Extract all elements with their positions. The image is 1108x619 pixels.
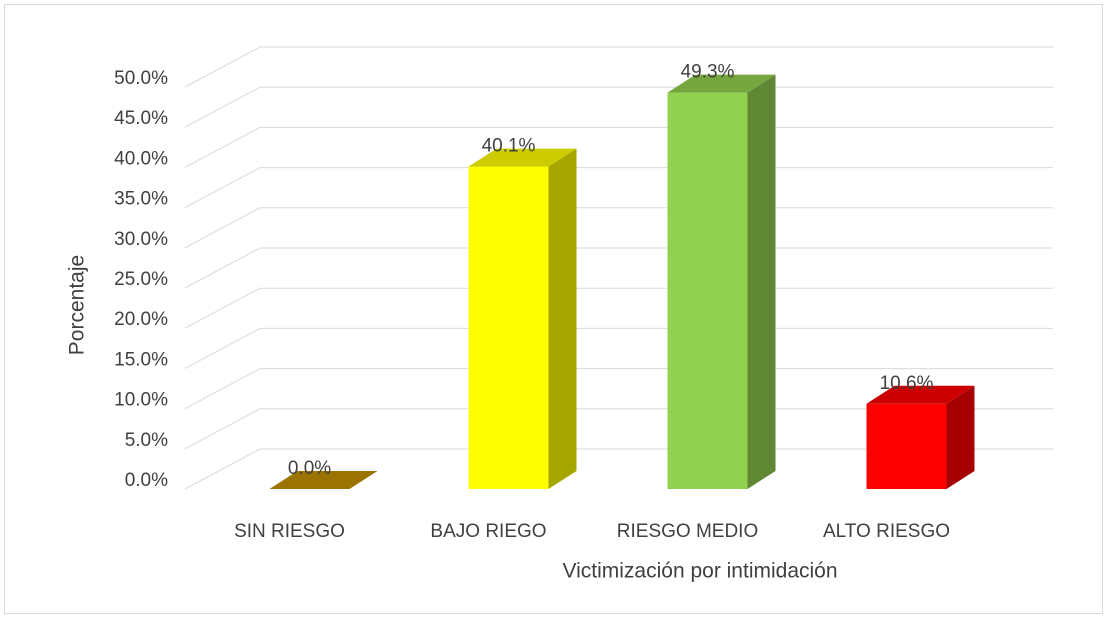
y-tick-label: 45.0%	[114, 108, 168, 129]
x-tick-label: BAJO RIEGO	[430, 521, 546, 542]
grid-line	[184, 327, 1053, 369]
bar	[667, 92, 748, 490]
y-tick-label: 0.0%	[125, 470, 168, 491]
y-axis-title: Porcentaje	[66, 255, 89, 355]
bar-top	[866, 385, 975, 404]
grid-line	[184, 167, 1053, 209]
grid-line	[184, 86, 1053, 128]
grid-line	[184, 408, 1053, 450]
x-tick-label: ALTO RIESGO	[823, 521, 950, 542]
grid-line	[184, 207, 1053, 249]
data-label: 40.1%	[482, 136, 536, 157]
grid-line	[184, 46, 1053, 88]
y-tick-label: 40.0%	[114, 148, 168, 169]
bar-top	[468, 148, 577, 167]
grid-line	[184, 448, 1053, 490]
grid-line	[184, 368, 1053, 410]
grid-line	[184, 247, 1053, 289]
y-tick-label: 50.0%	[114, 68, 168, 89]
x-tick-label: SIN RIESGO	[234, 521, 345, 542]
y-tick-label: 5.0%	[125, 430, 168, 451]
bar-side	[548, 148, 577, 489]
data-label: 0.0%	[288, 458, 331, 479]
y-tick-label: 35.0%	[114, 189, 168, 210]
y-tick-label: 10.0%	[114, 390, 168, 411]
y-tick-label: 20.0%	[114, 309, 168, 330]
grid-line	[184, 287, 1053, 329]
grid-line	[184, 126, 1053, 168]
y-tick-label: 15.0%	[114, 349, 168, 370]
data-label: 49.3%	[681, 62, 735, 83]
bar-side	[946, 385, 975, 489]
y-tick-label: 30.0%	[114, 229, 168, 250]
x-axis-title: Victimización por intimidación	[562, 560, 837, 583]
bar-top	[269, 471, 378, 489]
data-label: 10.6%	[880, 373, 934, 394]
x-tick-label: RIESGO MEDIO	[617, 521, 758, 542]
bar	[866, 403, 947, 489]
bar	[468, 166, 549, 489]
bar-side	[747, 74, 776, 490]
y-tick-label: 25.0%	[114, 269, 168, 290]
bar-top	[667, 74, 776, 93]
